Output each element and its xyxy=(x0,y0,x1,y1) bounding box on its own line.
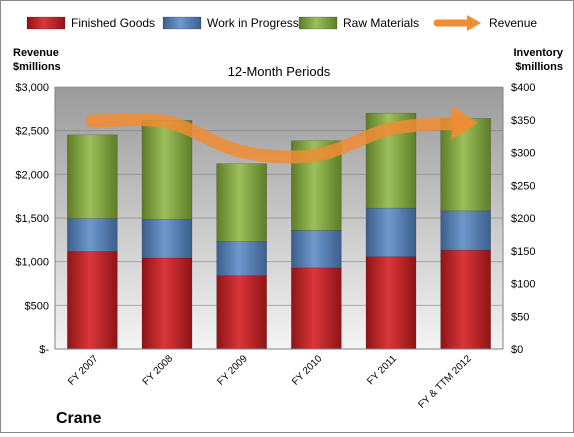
legend-label: Revenue xyxy=(489,16,537,30)
category-label: FY & TTM 2012 xyxy=(416,353,474,411)
bar-segment-finished-goods xyxy=(365,256,417,350)
bar-segment-finished-goods xyxy=(291,267,342,350)
category-label: FY 2009 xyxy=(215,353,250,388)
right-tick-label: $200 xyxy=(511,213,535,225)
right-axis-ticks: $0 $50 $100 $150 $200 $250 $300 $350 $400 xyxy=(511,82,535,356)
left-axis-label-line2: $millions xyxy=(13,61,61,73)
legend-swatch xyxy=(26,16,66,30)
legend: Finished Goods Work in Progress Raw Materi… xyxy=(26,15,537,31)
chart-title: 12-Month Periods xyxy=(228,64,331,79)
bar-segment-finished-goods xyxy=(440,249,491,350)
legend-label: Work in Progress xyxy=(207,16,299,30)
bar-segment-raw-materials xyxy=(216,163,267,242)
bar-segment-work-in-progress xyxy=(365,207,417,257)
bar-segment-work-in-progress xyxy=(141,219,193,259)
left-tick-label: $500 xyxy=(25,300,49,312)
left-axis-ticks: $- $500 $1,000 $1,500 $2,000 $2,500 $3,000 xyxy=(15,82,49,356)
left-tick-label: $3,000 xyxy=(15,82,49,94)
bar-segment-work-in-progress xyxy=(440,210,491,251)
legend-swatch xyxy=(162,16,202,30)
left-tick-label: $2,500 xyxy=(15,126,49,138)
bar-segment-raw-materials xyxy=(67,134,118,219)
category-label: FY 2007 xyxy=(66,353,101,388)
bar-segment-finished-goods xyxy=(141,257,193,350)
bar-segment-work-in-progress xyxy=(216,241,267,276)
revenue-series xyxy=(85,105,478,164)
right-axis-label-line1: Inventory xyxy=(513,47,563,59)
bar-segment-finished-goods xyxy=(67,251,118,350)
revenue-arrowhead xyxy=(451,105,478,140)
x-axis-labels: FY 2007 FY 2008 FY 2009 FY 2010 FY 2011 FY & … xyxy=(66,353,474,411)
right-tick-label: $350 xyxy=(511,115,535,127)
bars xyxy=(67,112,491,350)
right-tick-label: $400 xyxy=(511,82,535,94)
left-tick-label: $2,000 xyxy=(15,169,49,181)
category-label: FY 2008 xyxy=(141,353,176,388)
category-label: FY 2010 xyxy=(290,353,325,388)
right-axis-label-line2: $millions xyxy=(515,61,563,73)
bar-segment-finished-goods xyxy=(216,275,267,350)
left-tick-label: $1,000 xyxy=(15,257,49,269)
bar-segment-raw-materials xyxy=(440,118,491,212)
right-tick-label: $100 xyxy=(511,279,535,291)
bar-segment-work-in-progress xyxy=(67,218,118,252)
right-tick-label: $0 xyxy=(511,344,523,356)
bar-segment-work-in-progress xyxy=(291,230,342,269)
right-tick-label: $250 xyxy=(511,180,535,192)
category-label: FY 2011 xyxy=(365,353,399,387)
right-tick-label: $50 xyxy=(511,311,529,323)
legend-label: Raw Materials xyxy=(343,16,419,30)
left-tick-label: $- xyxy=(39,344,49,356)
legend-label: Finished Goods xyxy=(71,16,155,30)
left-tick-label: $1,500 xyxy=(15,213,49,225)
left-axis-label-line1: Revenue xyxy=(13,47,59,59)
legend-swatch xyxy=(298,16,338,30)
company-name: Crane xyxy=(56,410,101,427)
bar-segment-raw-materials xyxy=(141,120,193,220)
right-tick-label: $150 xyxy=(511,246,535,258)
right-tick-label: $300 xyxy=(511,148,535,160)
revenue-line xyxy=(85,112,473,164)
legend-arrow-icon xyxy=(467,15,481,31)
